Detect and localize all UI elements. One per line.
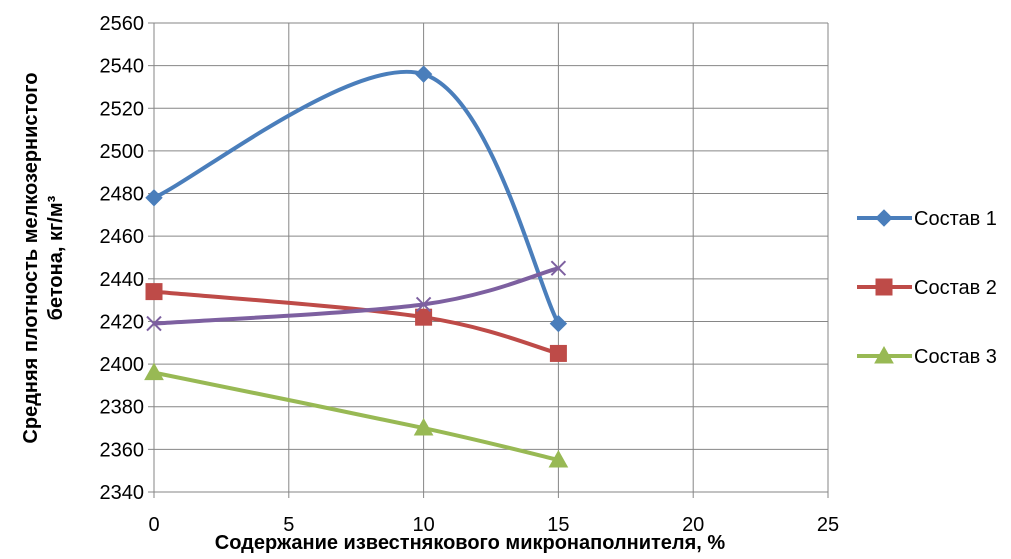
series-lines	[153, 69, 561, 462]
y-tick-label: 2440	[100, 269, 145, 291]
y-tick-label: 2400	[100, 354, 145, 376]
y-tick-label: 2360	[100, 439, 145, 461]
y-tick-label: 2480	[100, 184, 145, 206]
data-point-series-2	[549, 344, 567, 362]
y-tick-label: 2560	[100, 13, 145, 35]
legend-item-2: Состав 2	[857, 277, 997, 299]
series-line-1	[153, 69, 561, 325]
y-axis-title-line-2: бетона, кг/м³	[45, 195, 67, 320]
data-point-series-1	[414, 65, 433, 83]
x-tick-label: 10	[412, 514, 434, 536]
tick-labels: 2340236023802400242024402460248025002520…	[100, 13, 840, 536]
axes	[148, 22, 829, 498]
legend-swatch-marker	[874, 345, 894, 364]
data-point-series-3	[413, 418, 434, 436]
gridlines	[153, 22, 829, 493]
legend-item-3: Состав 3	[857, 345, 997, 368]
x-tick-label: 20	[682, 514, 704, 536]
data-point-series-2	[145, 283, 163, 301]
y-tick-label: 2420	[100, 311, 145, 333]
x-tick-label: 15	[547, 514, 569, 536]
x-tick-label: 5	[283, 514, 294, 536]
series-line-4	[153, 266, 559, 326]
data-point-series-4	[550, 260, 567, 276]
legend-label: Состав 3	[914, 346, 997, 368]
y-tick-label: 2460	[100, 226, 145, 248]
y-tick-label: 2520	[100, 98, 145, 120]
legend-swatch-marker	[875, 209, 893, 227]
series-line-3	[153, 370, 559, 462]
data-point-series-1	[549, 314, 568, 333]
x-axis-title: Содержание известнякового микронаполните…	[215, 532, 726, 554]
y-tick-label: 2340	[100, 482, 145, 504]
legend-item-1: Состав 1	[857, 208, 997, 230]
y-axis-title: Средняя плотность мелкозернистого бетона…	[20, 72, 67, 443]
x-tick-label: 25	[817, 514, 839, 536]
data-point-series-3	[548, 450, 569, 468]
data-point-series-3	[144, 362, 164, 381]
series-line-2	[153, 289, 559, 356]
y-tick-label: 2500	[100, 141, 145, 163]
data-point-series-4	[146, 315, 162, 332]
data-point-series-4	[415, 296, 432, 313]
x-tick-label: 0	[148, 514, 159, 536]
legend-label: Состав 1	[914, 208, 997, 230]
data-point-series-1	[145, 189, 163, 207]
y-tick-label: 2380	[100, 397, 145, 419]
legend: Состав 1 Состав 2 Состав 3	[857, 208, 997, 368]
data-points	[144, 65, 569, 468]
y-tick-label: 2540	[100, 56, 145, 78]
legend-swatch-marker	[875, 278, 893, 296]
y-axis-title-line-1: Средняя плотность мелкозернистого	[20, 72, 42, 443]
legend-label: Состав 2	[914, 277, 997, 299]
data-point-series-2	[415, 308, 433, 326]
